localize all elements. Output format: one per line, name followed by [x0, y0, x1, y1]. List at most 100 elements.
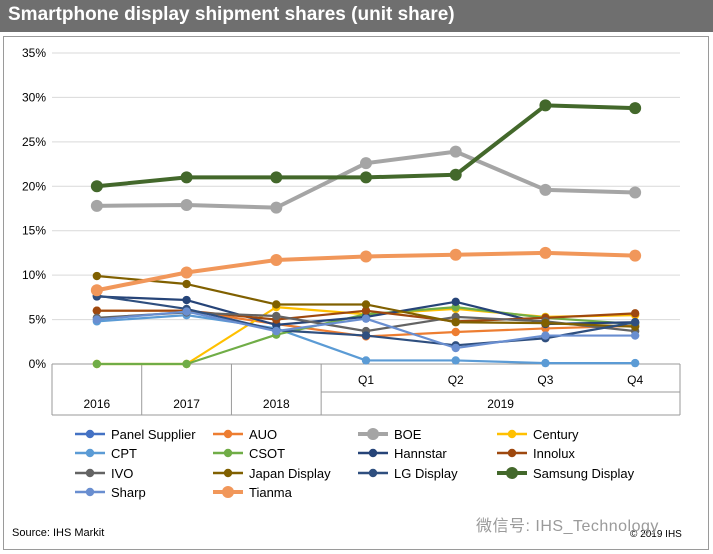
data-point-sharp [182, 307, 191, 316]
group-label: 2017 [173, 397, 200, 411]
legend-marker-tianma [222, 486, 234, 498]
data-point-samsung-display [90, 180, 103, 193]
legend-label: AUO [249, 427, 277, 442]
data-point-sharp [541, 331, 550, 340]
y-tick-label: 35% [22, 46, 46, 60]
legend-marker-samsung-display [506, 467, 518, 479]
legend-label: Sharp [111, 485, 146, 500]
x-tick-label: Q3 [537, 373, 553, 387]
x-tick-label: Q4 [627, 373, 643, 387]
data-point-boe [360, 157, 372, 170]
legend-marker-innolux [507, 448, 517, 458]
chart-frame [3, 36, 709, 550]
data-point-cpt [361, 356, 371, 365]
data-point-cpt [630, 358, 640, 368]
legend-marker-cpt [85, 448, 95, 458]
legend-label: BOE [394, 427, 422, 442]
data-point-boe [90, 199, 103, 212]
legend-marker-century [507, 429, 517, 439]
data-point-japan-display [361, 300, 371, 309]
y-tick-label: 5% [29, 313, 47, 327]
data-point-cpt [541, 358, 550, 368]
y-tick-label: 30% [22, 90, 46, 104]
legend-marker-ivo [85, 468, 95, 478]
data-point-sharp [272, 326, 281, 336]
data-point-japan-display [182, 279, 191, 289]
legend-marker-auo [223, 429, 233, 439]
data-point-samsung-display [449, 168, 462, 181]
data-point-boe [180, 198, 193, 211]
data-point-lg-display [630, 318, 640, 327]
data-point-sharp [92, 315, 102, 324]
data-point-boe [629, 186, 642, 199]
data-point-auo [451, 327, 460, 337]
data-point-csot [182, 359, 191, 369]
y-tick-label: 20% [22, 179, 46, 193]
data-point-tianma [449, 248, 462, 261]
data-point-cpt [451, 356, 460, 365]
legend-marker-csot [223, 448, 233, 458]
data-point-boe [449, 145, 462, 158]
data-point-boe [270, 201, 283, 214]
legend-marker-hannstar [368, 448, 378, 458]
legend-label: Century [533, 427, 579, 442]
x-tick-label: Q2 [448, 373, 464, 387]
y-tick-label: 25% [22, 135, 46, 149]
group-label: 2018 [263, 397, 290, 411]
data-point-japan-display [272, 300, 281, 309]
group-label: 2019 [487, 397, 514, 411]
data-point-tianma [90, 284, 103, 297]
group-label: 2016 [84, 397, 111, 411]
legend-label: CSOT [249, 446, 285, 461]
data-point-innolux [361, 306, 371, 315]
legend-label: Hannstar [394, 446, 447, 461]
legend-label: IVO [111, 466, 133, 481]
data-point-japan-display [92, 271, 102, 281]
legend-label: Japan Display [249, 466, 331, 481]
data-point-samsung-display [270, 171, 283, 184]
legend-label: Samsung Display [533, 466, 635, 481]
data-point-hannstar [451, 297, 460, 306]
legend-marker-japan-display [223, 468, 233, 478]
legend-label: LG Display [394, 466, 458, 481]
y-tick-label: 15% [22, 224, 46, 238]
copyright-note: © 2019 IHS [630, 529, 682, 540]
data-point-tianma [539, 246, 552, 259]
data-point-sharp [451, 343, 460, 353]
data-point-sharp [630, 331, 640, 340]
source-note: Source: IHS Markit [12, 527, 105, 539]
data-point-japan-display [451, 318, 460, 327]
legend-marker-lg-display [368, 468, 378, 478]
data-point-tianma [629, 249, 642, 262]
legend-label: Panel Supplier [111, 427, 196, 442]
data-point-samsung-display [539, 99, 552, 112]
legend-marker-boe [367, 428, 379, 440]
data-point-samsung-display [360, 171, 372, 184]
data-point-tianma [270, 254, 283, 267]
y-tick-label: 10% [22, 268, 46, 282]
data-point-samsung-display [180, 171, 193, 184]
data-point-csot [92, 359, 102, 369]
data-point-ivo [272, 311, 281, 321]
x-tick-label: Q1 [358, 373, 374, 387]
y-tick-label: 0% [29, 357, 47, 371]
data-point-lg-display [361, 331, 371, 340]
chart-title: Smartphone display shipment shares (unit… [8, 4, 455, 25]
data-point-hannstar [182, 295, 191, 305]
legend-label: CPT [111, 446, 137, 461]
data-point-tianma [180, 266, 193, 279]
data-point-samsung-display [629, 102, 642, 115]
data-point-japan-display [541, 318, 550, 328]
legend-label: Innolux [533, 446, 575, 461]
legend-marker-panel-supplier [85, 429, 95, 439]
legend-marker-sharp [85, 487, 95, 497]
data-point-innolux [92, 306, 102, 315]
title-bar: Smartphone display shipment shares (unit… [0, 0, 713, 32]
watermark: 微信号: IHS_Technology [476, 518, 659, 535]
data-point-boe [539, 183, 552, 196]
data-point-innolux [630, 309, 640, 318]
data-point-sharp [361, 314, 371, 323]
data-point-tianma [360, 250, 372, 263]
legend-label: Tianma [249, 485, 293, 500]
